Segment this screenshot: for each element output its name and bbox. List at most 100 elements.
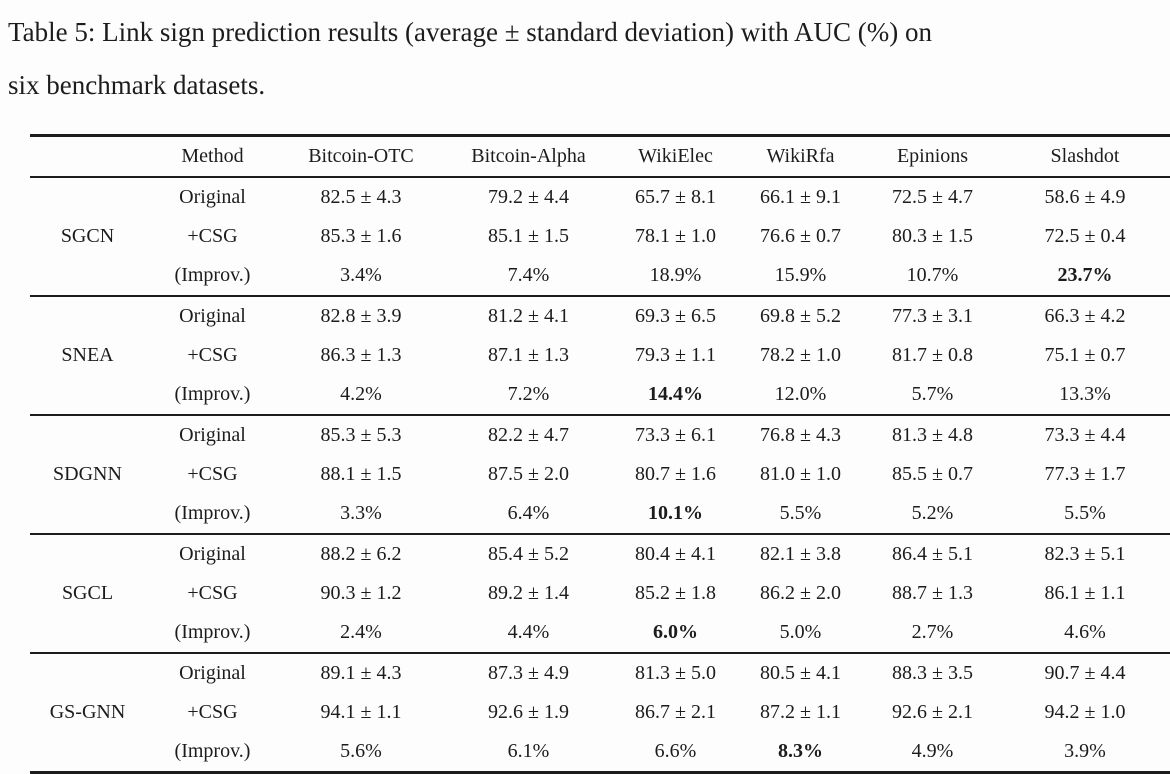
table-row: SGCL Original 88.2 ± 6.2 85.4 ± 5.2 80.4 ± 4… [30,534,1170,604]
auc-value-cell: 94.2 ± 1.0 [1044,701,1126,723]
auc-value-cell: 90.7 ± 4.4 [1044,662,1126,684]
auc-value-cell: 77.3 ± 3.1 [892,305,973,327]
auc-value-cell: 78.1 ± 1.0 [635,225,716,247]
auc-value-cell: 85.4 ± 5.2 [488,543,569,565]
auc-value-cell: 82.8 ± 3.9 [320,305,402,327]
column-header-slashdot: Slashdot [1050,145,1120,167]
model-cell: SGCN [60,225,115,247]
auc-value-cell: 81.2 ± 4.1 [488,305,569,327]
improv-value-cell: 4.2% [340,383,382,405]
auc-value-cell: 81.7 ± 0.8 [892,344,973,366]
column-header-bitcoin-otc: Bitcoin-OTC [308,145,414,167]
auc-value-cell: 85.2 ± 1.8 [635,582,716,604]
table-row: (Improv.) 3.4% 7.4% 18.9% 15.9% 10.7% 23.7% [30,256,1170,296]
auc-value-cell: 87.5 ± 2.0 [488,463,569,485]
auc-value-cell: 90.3 ± 1.2 [320,582,402,604]
improv-value-cell: 3.3% [340,502,382,524]
table-row: GS-GNN Original 89.1 ± 4.3 87.3 ± 4.9 81.3 ±… [30,653,1170,723]
auc-value-cell: 88.2 ± 6.2 [320,543,402,565]
model-cell: SGCL [61,582,114,604]
improv-value-cell: 2.7% [911,621,954,643]
auc-value-cell: 73.3 ± 6.1 [635,424,716,446]
column-header-wikielec: WikiElec [638,145,713,167]
auc-value-cell: 86.3 ± 1.3 [320,344,402,366]
improv-value-cell: 12.0% [774,383,827,405]
method-cell: (Improv.) [174,383,251,405]
method-cell: Original [179,543,246,565]
improv-value-cell: 5.7% [911,383,954,405]
model-cell: GS-GNN [49,701,126,723]
improv-value-cell: 14.4% [648,383,703,405]
improv-value-cell: 5.5% [1064,502,1106,524]
column-header-epinions: Epinions [896,145,969,167]
improv-value-cell: 10.7% [906,264,959,286]
improv-value-cell: 18.9% [649,264,702,286]
table-row: (Improv.) 2.4% 4.4% 6.0% 5.0% 2.7% 4.6% [30,613,1170,653]
method-cell: Original [179,186,246,208]
table-row: +CSG 88.1 ± 1.5 87.5 ± 2.0 80.7 ± 1.6 81.0 ±… [30,455,1170,494]
auc-value-cell: 66.3 ± 4.2 [1044,305,1126,327]
method-cell: (Improv.) [174,264,251,286]
auc-value-cell: 88.1 ± 1.5 [320,463,402,485]
table-row: +CSG 85.3 ± 1.6 85.1 ± 1.5 78.1 ± 1.0 76.6 ±… [30,217,1170,256]
method-cell: +CSG [187,463,238,485]
auc-value-cell: 69.3 ± 6.5 [635,305,716,327]
auc-value-cell: 86.7 ± 2.1 [635,701,716,723]
column-header-method: Method [181,145,244,167]
column-header-model [30,136,145,178]
auc-value-cell: 69.8 ± 5.2 [760,305,841,327]
method-cell: (Improv.) [174,740,251,762]
auc-value-cell: 85.5 ± 0.7 [892,463,973,485]
auc-value-cell: 73.3 ± 4.4 [1044,424,1126,446]
model-cell: SDGNN [53,463,122,485]
auc-value-cell: 85.1 ± 1.5 [488,225,569,247]
auc-value-cell: 85.3 ± 1.6 [320,225,402,247]
improv-value-cell: 15.9% [774,264,827,286]
results-table: Method Bitcoin-OTC Bitcoin-Alpha WikiEle… [30,134,1170,774]
auc-value-cell: 82.5 ± 4.3 [320,186,402,208]
improv-value-cell: 5.6% [340,740,382,762]
auc-value-cell: 88.3 ± 3.5 [892,662,973,684]
improv-value-cell: 10.1% [648,502,703,524]
improv-value-cell: 4.9% [911,740,954,762]
improv-value-cell: 6.0% [653,621,698,643]
column-header-bitcoin-alpha: Bitcoin-Alpha [471,145,586,167]
auc-value-cell: 58.6 ± 4.9 [1044,186,1126,208]
method-cell: (Improv.) [174,621,251,643]
method-cell: (Improv.) [174,502,251,524]
method-cell: Original [179,662,246,684]
auc-value-cell: 80.7 ± 1.6 [635,463,716,485]
header-row: Method Bitcoin-OTC Bitcoin-Alpha WikiEle… [30,135,1170,178]
improv-value-cell: 4.4% [507,621,550,643]
improv-value-cell: 5.0% [779,621,822,643]
table-row: +CSG 94.1 ± 1.1 92.6 ± 1.9 86.7 ± 2.1 87.2 ±… [30,693,1170,732]
improv-value-cell: 13.3% [1059,383,1111,405]
auc-value-cell: 86.1 ± 1.1 [1044,582,1126,604]
results-table-header: Method Bitcoin-OTC Bitcoin-Alpha WikiEle… [30,135,1170,178]
table-caption-line2: six benchmark datasets. [8,70,266,100]
method-cell: Original [179,424,246,446]
table-caption: Table 5: Link sign prediction results (a… [8,6,1170,112]
auc-value-cell: 66.1 ± 9.1 [760,186,841,208]
auc-value-cell: 92.6 ± 1.9 [488,701,569,723]
model-group-gs-gnn: GS-GNN Original 89.1 ± 4.3 87.3 ± 4.9 81.3 ±… [30,653,1170,773]
method-cell: +CSG [187,582,238,604]
method-cell: Original [179,305,246,327]
improv-value-cell: 7.4% [507,264,550,286]
auc-value-cell: 79.3 ± 1.1 [635,344,716,366]
table-row: +CSG 86.3 ± 1.3 87.1 ± 1.3 79.3 ± 1.1 78.2 ±… [30,336,1170,375]
method-cell: +CSG [187,344,238,366]
auc-value-cell: 94.1 ± 1.1 [320,701,402,723]
table-row: +CSG 90.3 ± 1.2 89.2 ± 1.4 85.2 ± 1.8 86.2 ±… [30,574,1170,613]
auc-value-cell: 72.5 ± 0.4 [1044,225,1126,247]
auc-value-cell: 82.1 ± 3.8 [760,543,841,565]
auc-value-cell: 81.3 ± 4.8 [892,424,973,446]
auc-value-cell: 80.3 ± 1.5 [892,225,973,247]
column-header-wikirfa: WikiRfa [766,145,835,167]
auc-value-cell: 87.2 ± 1.1 [760,701,841,723]
auc-value-cell: 82.3 ± 5.1 [1044,543,1126,565]
improv-value-cell: 3.4% [340,264,382,286]
auc-value-cell: 81.0 ± 1.0 [760,463,841,485]
improv-value-cell: 7.2% [507,383,550,405]
auc-value-cell: 81.3 ± 5.0 [635,662,716,684]
